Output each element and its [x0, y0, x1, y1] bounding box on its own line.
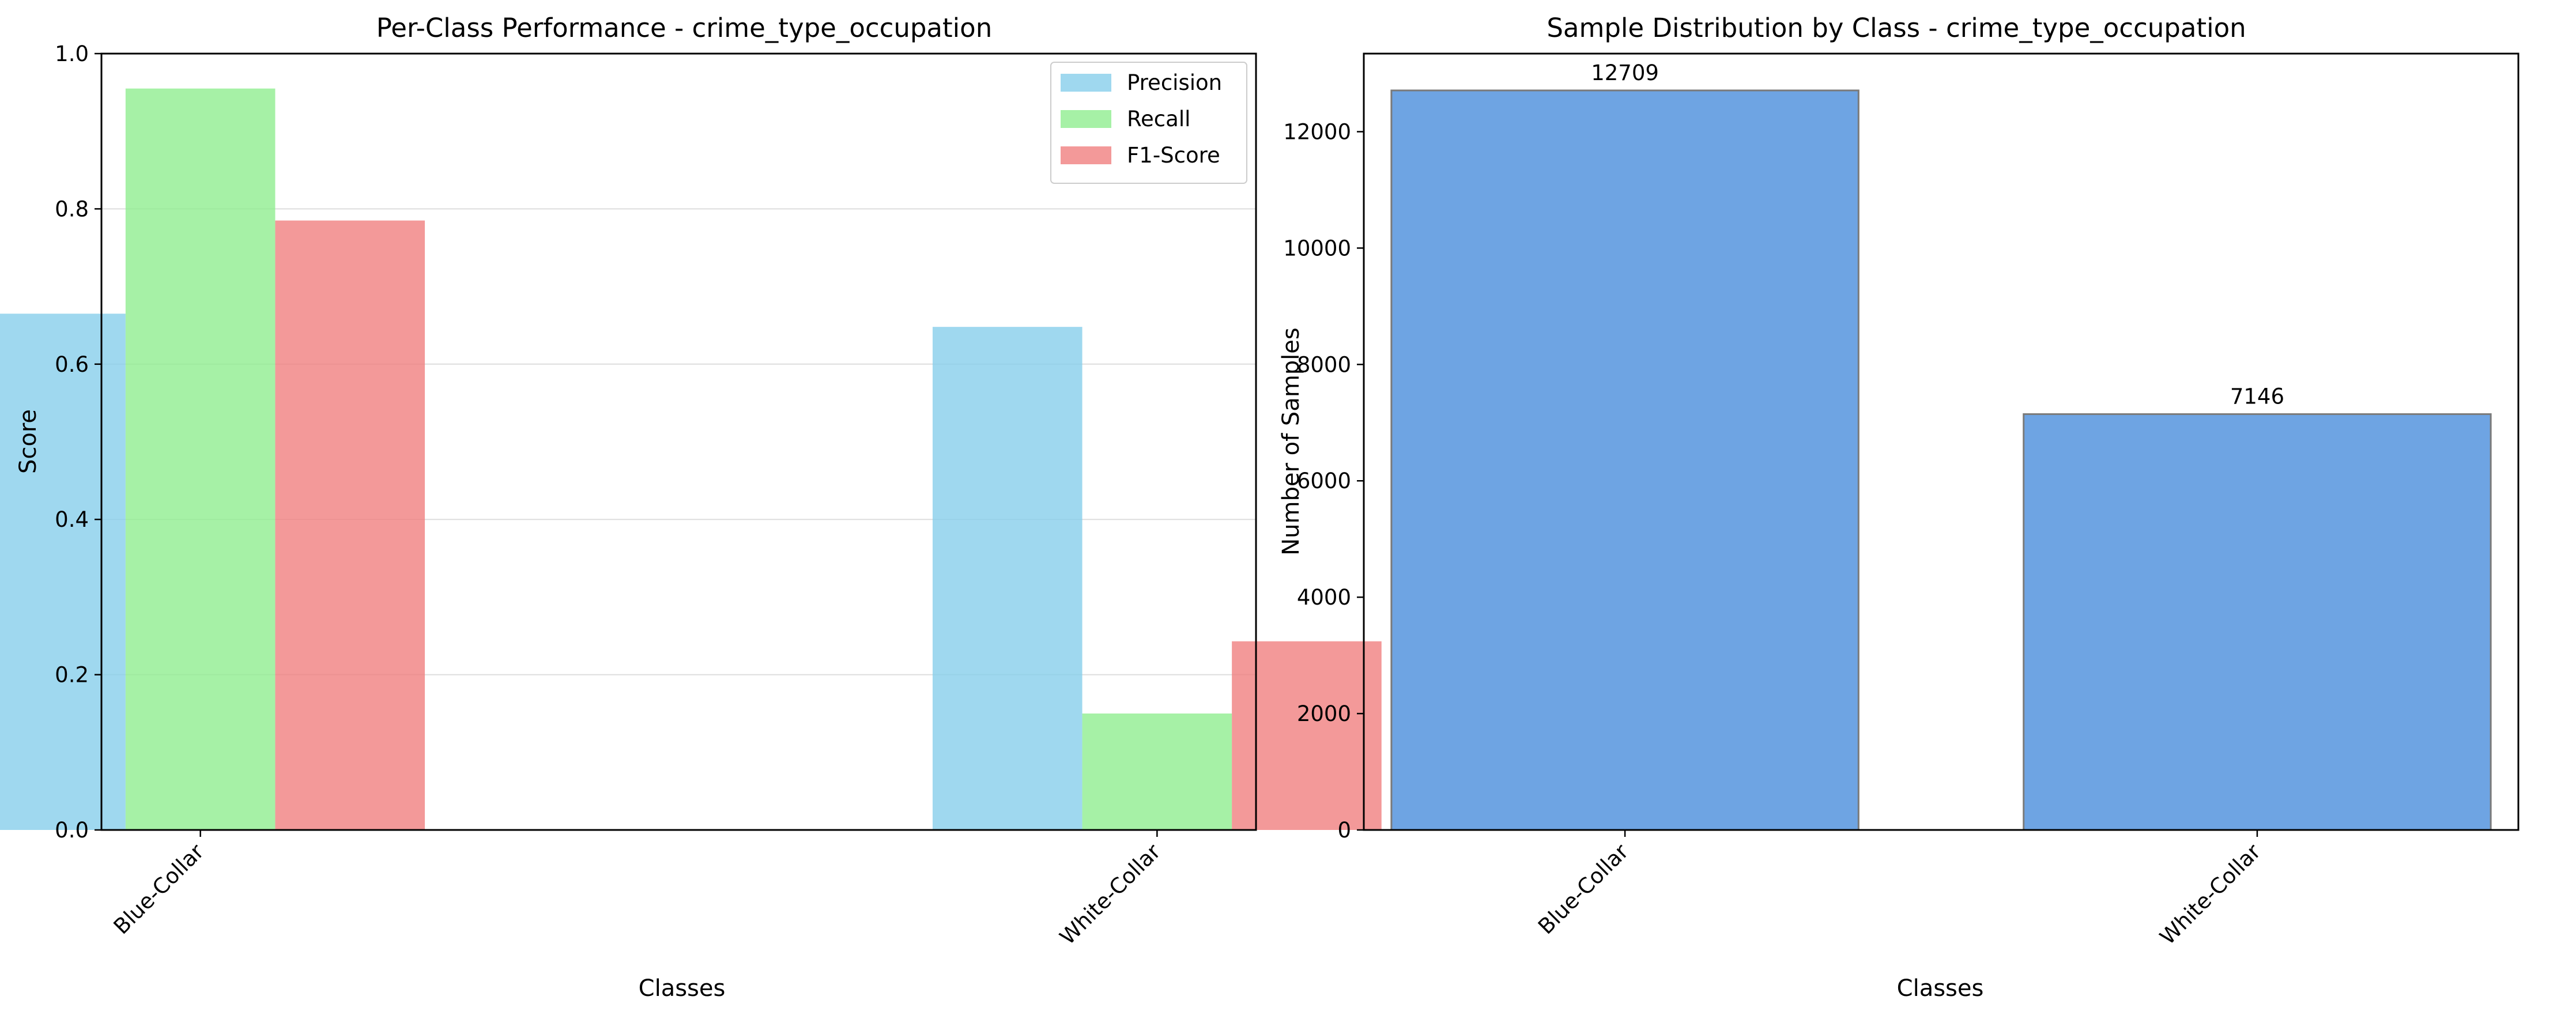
chart1-legend: Precision Recall F1-Score [1050, 62, 1247, 184]
chart2-x-ticks: Blue-Collar White-Collar [1533, 830, 2266, 949]
chart2-plot-frame [1363, 52, 2520, 831]
bar-value-label: 7146 [2230, 384, 2284, 409]
x-tick-label: White-Collar [1055, 839, 1166, 949]
bar-f1-score-blue-collar [275, 220, 425, 831]
chart2-x-axis-label: Classes [1897, 975, 1984, 1002]
bar-blue-collar [1390, 89, 1860, 831]
legend-swatch [1061, 74, 1111, 92]
y-tick-label: 2000 [1297, 701, 1351, 726]
chart2-bar-labels: 12709 7146 [1591, 61, 2284, 409]
bar-recall-blue-collar [125, 88, 276, 831]
chart1-y-ticks: 0.0 0.2 0.4 0.6 0.8 1.0 [55, 41, 101, 843]
chart1-plot-frame [100, 52, 1257, 831]
legend-label: Recall [1127, 107, 1190, 131]
chart2-title: Sample Distribution by Class - crime_typ… [1547, 13, 2246, 43]
x-tick-label: Blue-Collar [109, 839, 209, 939]
bar-recall-white-collar [1082, 713, 1232, 830]
x-tick-label: White-Collar [2155, 839, 2266, 949]
x-tick-label: Blue-Collar [1533, 839, 1634, 939]
y-tick-label: 0.2 [55, 663, 89, 688]
legend-label: Precision [1127, 70, 1222, 95]
bar-f1-score-white-collar [1232, 641, 1382, 830]
y-tick-label: 0.4 [55, 507, 89, 532]
bar-precision-blue-collar [0, 314, 126, 830]
y-tick-label: 4000 [1297, 585, 1351, 610]
bar-white-collar [2023, 413, 2492, 831]
y-tick-label: 6000 [1297, 469, 1351, 493]
chart2-y-ticks: 0 2000 4000 6000 8000 10000 12000 [1283, 119, 1364, 843]
legend-label: F1-Score [1127, 143, 1220, 168]
legend-swatch [1061, 110, 1111, 128]
y-tick-label: 0 [1337, 818, 1351, 843]
chart1-x-axis-label: Classes [639, 975, 726, 1002]
chart1-x-ticks: Blue-Collar White-Collar [109, 830, 1166, 949]
bar-precision-white-collar [932, 327, 1083, 830]
y-tick-label: 1.0 [55, 41, 89, 66]
y-tick-label: 8000 [1297, 352, 1351, 377]
bar-value-label: 12709 [1591, 61, 1659, 85]
chart1-y-axis-label: Score [15, 409, 42, 474]
y-tick-label: 12000 [1283, 119, 1351, 144]
chart2-y-axis-label: Number of Samples [1278, 327, 1304, 556]
chart1-title: Per-Class Performance - crime_type_occup… [376, 13, 992, 43]
y-tick-label: 0.8 [55, 197, 89, 221]
performance-chart: Per-Class Performance - crime_type_occup… [0, 13, 1382, 1002]
y-tick-label: 0.6 [55, 352, 89, 377]
legend-swatch [1061, 146, 1111, 164]
y-tick-label: 10000 [1283, 236, 1351, 261]
chart2-bars [1390, 89, 2492, 831]
distribution-chart: Sample Distribution by Class - crime_typ… [1278, 13, 2520, 1002]
y-tick-label: 0.0 [55, 818, 89, 843]
chart1-bars [0, 88, 1382, 831]
